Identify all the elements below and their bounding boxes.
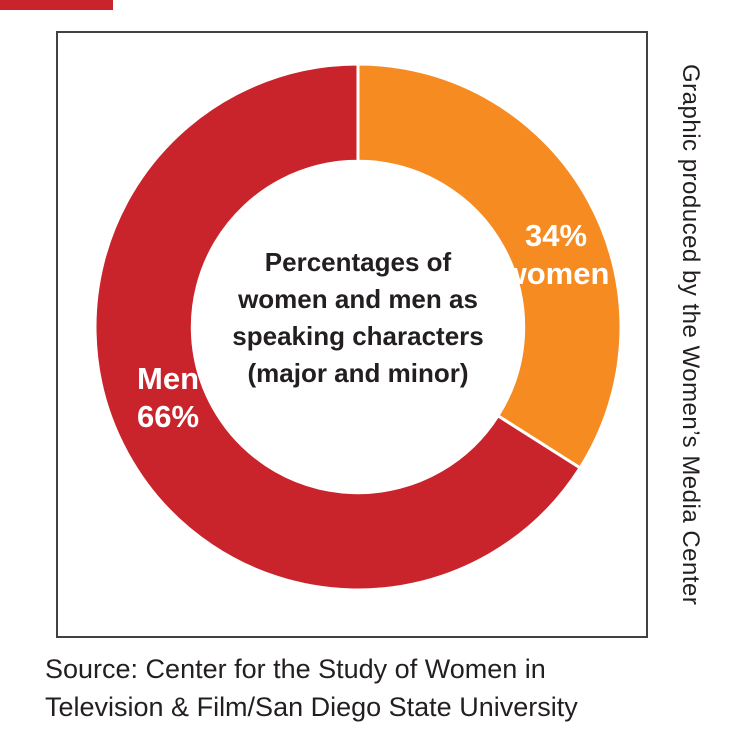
men-slice-name: Men [137,361,199,396]
credit-vertical-text-container: Graphic produced by the Women’s Media Ce… [648,31,732,638]
chart-title-line: Percentages of [264,247,452,277]
women-slice-label: 34% women [494,217,618,293]
donut-chart [93,62,623,592]
chart-title-line: women and men as [238,284,478,314]
chart-title-line: (major and minor) [247,358,469,388]
top-left-red-mark [0,0,113,10]
source-text-line1: Source: Center for the Study of Women in [45,654,546,684]
men-slice-label: Men 66% [112,360,224,436]
donut-slice-men [93,62,583,592]
women-slice-value: 34% [524,218,588,253]
chart-title-line: speaking characters [232,321,484,351]
chart-center-title: Percentages of women and men as speaking… [208,244,508,392]
men-slice-value: 66% [136,399,200,434]
source-text: Source: Center for the Study of Women in… [45,650,578,726]
donut-slice-women [356,62,623,470]
credit-vertical-text: Graphic produced by the Women’s Media Ce… [677,63,704,606]
women-slice-name: women [502,256,610,291]
source-text-line2: Television & Film/San Diego State Univer… [45,692,578,722]
